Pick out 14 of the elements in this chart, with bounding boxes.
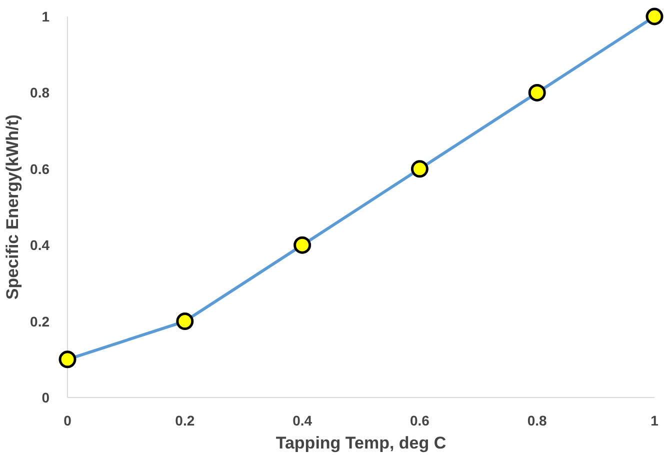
- x-tick-label: 1: [650, 412, 659, 428]
- y-tick-label: 0.8: [30, 84, 50, 101]
- x-tick-label: 0.2: [175, 412, 195, 428]
- x-tick-label: 0.8: [527, 412, 548, 428]
- x-tick-label: 0: [64, 412, 72, 428]
- y-axis-title: Specific Energy(kWh/t): [3, 114, 22, 300]
- y-tick-label: 0.6: [30, 160, 50, 177]
- y-tick-label: 1: [42, 8, 50, 24]
- x-tick-label: 0.6: [410, 412, 430, 428]
- y-tick-label: 0.4: [30, 237, 50, 254]
- y-tick-label: 0.2: [30, 313, 50, 330]
- x-axis-title: Tapping Temp, deg C: [276, 434, 446, 452]
- x-tick-label: 0.4: [292, 412, 312, 428]
- y-tick-label: 0: [42, 390, 50, 406]
